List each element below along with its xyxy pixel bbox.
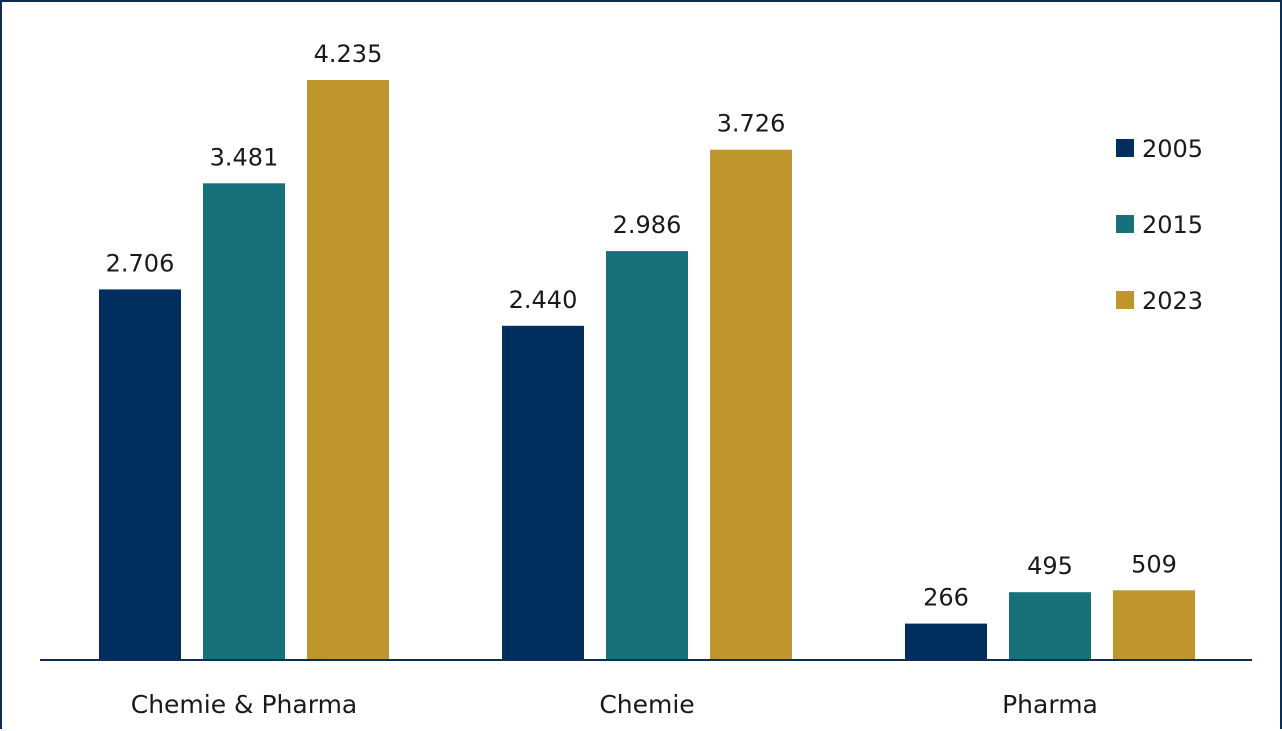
- bar-pharma-2015: [1009, 592, 1091, 660]
- data-label-chemie-2015: 2.986: [613, 211, 682, 239]
- bars-group: [99, 80, 1195, 661]
- legend-swatch-2023: [1116, 291, 1134, 309]
- bar-pharma-2023: [1113, 590, 1195, 660]
- legend-label-2023: 2023: [1142, 287, 1203, 315]
- category-label-chemie-pharma: Chemie & Pharma: [131, 690, 358, 719]
- legend-label-2005: 2005: [1142, 135, 1203, 163]
- bar-chemie-2005: [502, 325, 584, 660]
- category-label-pharma: Pharma: [1002, 690, 1098, 719]
- value-labels-group: 2.706 3.481 4.235 2.440 2.986 3.726 266 495 509: [106, 40, 1177, 612]
- legend: 2005 2015 2023: [1116, 135, 1203, 315]
- bar-chemie-2023: [710, 149, 792, 660]
- data-label-pharma-2015: 495: [1027, 552, 1073, 580]
- legend-label-2015: 2015: [1142, 211, 1203, 239]
- legend-swatch-2015: [1116, 215, 1134, 233]
- data-label-pharma-2005: 266: [923, 584, 969, 612]
- bar-chemie-2015: [606, 251, 688, 660]
- data-label-chemie-2023: 3.726: [717, 110, 786, 138]
- bar-chemie-pharma-2023: [307, 80, 389, 660]
- category-labels-group: Chemie & Pharma Chemie Pharma: [131, 690, 1098, 719]
- bar-chemie-pharma-2015: [203, 183, 285, 661]
- data-label-pharma-2023: 509: [1131, 550, 1177, 578]
- category-label-chemie: Chemie: [599, 690, 694, 719]
- bar-pharma-2005: [905, 623, 987, 660]
- data-label-chemie-pharma-2005: 2.706: [106, 249, 175, 277]
- bar-chemie-pharma-2005: [99, 289, 181, 660]
- data-label-chemie-pharma-2023: 4.235: [314, 40, 383, 68]
- data-label-chemie-pharma-2015: 3.481: [210, 143, 279, 171]
- data-label-chemie-2005: 2.440: [509, 286, 578, 314]
- legend-swatch-2005: [1116, 139, 1134, 157]
